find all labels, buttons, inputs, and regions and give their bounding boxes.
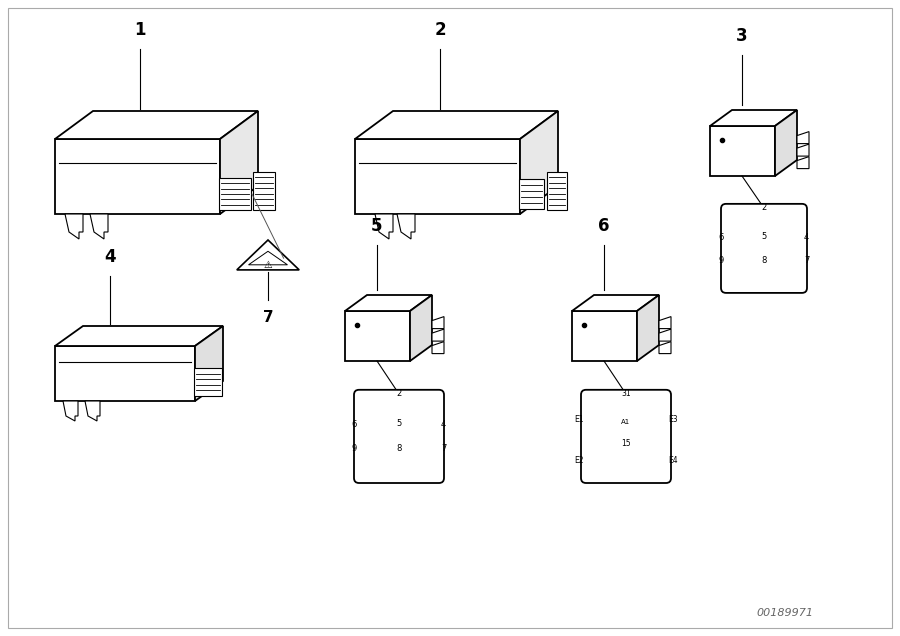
Text: 3: 3 (736, 27, 748, 45)
Text: 6: 6 (598, 217, 610, 235)
Polygon shape (775, 110, 797, 176)
Polygon shape (253, 172, 275, 210)
Polygon shape (659, 317, 671, 329)
Text: 15: 15 (621, 439, 631, 448)
Polygon shape (710, 110, 797, 126)
Text: 2: 2 (761, 202, 767, 212)
Polygon shape (519, 179, 544, 209)
Text: 7: 7 (263, 310, 274, 325)
Polygon shape (572, 295, 659, 311)
Polygon shape (397, 214, 415, 239)
Text: E4: E4 (668, 456, 678, 466)
Text: 1: 1 (134, 21, 146, 39)
Polygon shape (520, 111, 558, 214)
Text: 5: 5 (761, 232, 767, 241)
Text: 6: 6 (352, 420, 357, 429)
Polygon shape (355, 111, 558, 139)
Text: 9: 9 (719, 256, 724, 265)
Polygon shape (432, 342, 444, 354)
Polygon shape (375, 214, 393, 239)
Text: 9: 9 (352, 445, 357, 453)
Polygon shape (194, 368, 222, 396)
Text: 8: 8 (761, 256, 767, 265)
Polygon shape (432, 317, 444, 329)
Text: 00189971: 00189971 (757, 608, 814, 618)
Text: 5: 5 (371, 217, 382, 235)
Text: 31: 31 (621, 389, 631, 398)
FancyBboxPatch shape (354, 390, 444, 483)
Text: 7: 7 (804, 256, 809, 265)
Polygon shape (637, 295, 659, 361)
Polygon shape (90, 214, 108, 239)
Text: 2: 2 (396, 389, 401, 398)
Text: 6: 6 (719, 233, 724, 242)
Text: 7: 7 (441, 445, 446, 453)
Text: 8: 8 (396, 445, 401, 453)
Text: 2: 2 (434, 21, 446, 39)
Polygon shape (237, 240, 299, 270)
Text: ⚠: ⚠ (264, 260, 273, 270)
Text: E2: E2 (574, 456, 584, 466)
Polygon shape (355, 139, 520, 214)
Polygon shape (797, 132, 809, 144)
Polygon shape (797, 144, 809, 156)
Text: E1: E1 (574, 415, 584, 424)
Text: 4: 4 (104, 248, 116, 266)
Polygon shape (410, 295, 432, 361)
Polygon shape (195, 326, 223, 401)
Polygon shape (220, 111, 258, 214)
Polygon shape (219, 178, 251, 210)
Text: 4: 4 (441, 420, 446, 429)
Text: 5: 5 (396, 420, 401, 429)
Text: E3: E3 (668, 415, 678, 424)
Polygon shape (432, 329, 444, 341)
Text: A1: A1 (621, 418, 631, 425)
Text: 4: 4 (804, 233, 809, 242)
Polygon shape (659, 342, 671, 354)
Polygon shape (55, 346, 195, 401)
Polygon shape (710, 126, 775, 176)
Polygon shape (797, 156, 809, 169)
Polygon shape (63, 401, 78, 421)
Polygon shape (85, 401, 100, 421)
Polygon shape (659, 329, 671, 341)
Polygon shape (65, 214, 83, 239)
Polygon shape (55, 111, 258, 139)
Polygon shape (547, 172, 567, 210)
FancyBboxPatch shape (581, 390, 671, 483)
FancyBboxPatch shape (721, 204, 807, 293)
Polygon shape (572, 311, 637, 361)
Polygon shape (345, 311, 410, 361)
Polygon shape (345, 295, 432, 311)
Polygon shape (55, 139, 220, 214)
Polygon shape (55, 326, 223, 346)
